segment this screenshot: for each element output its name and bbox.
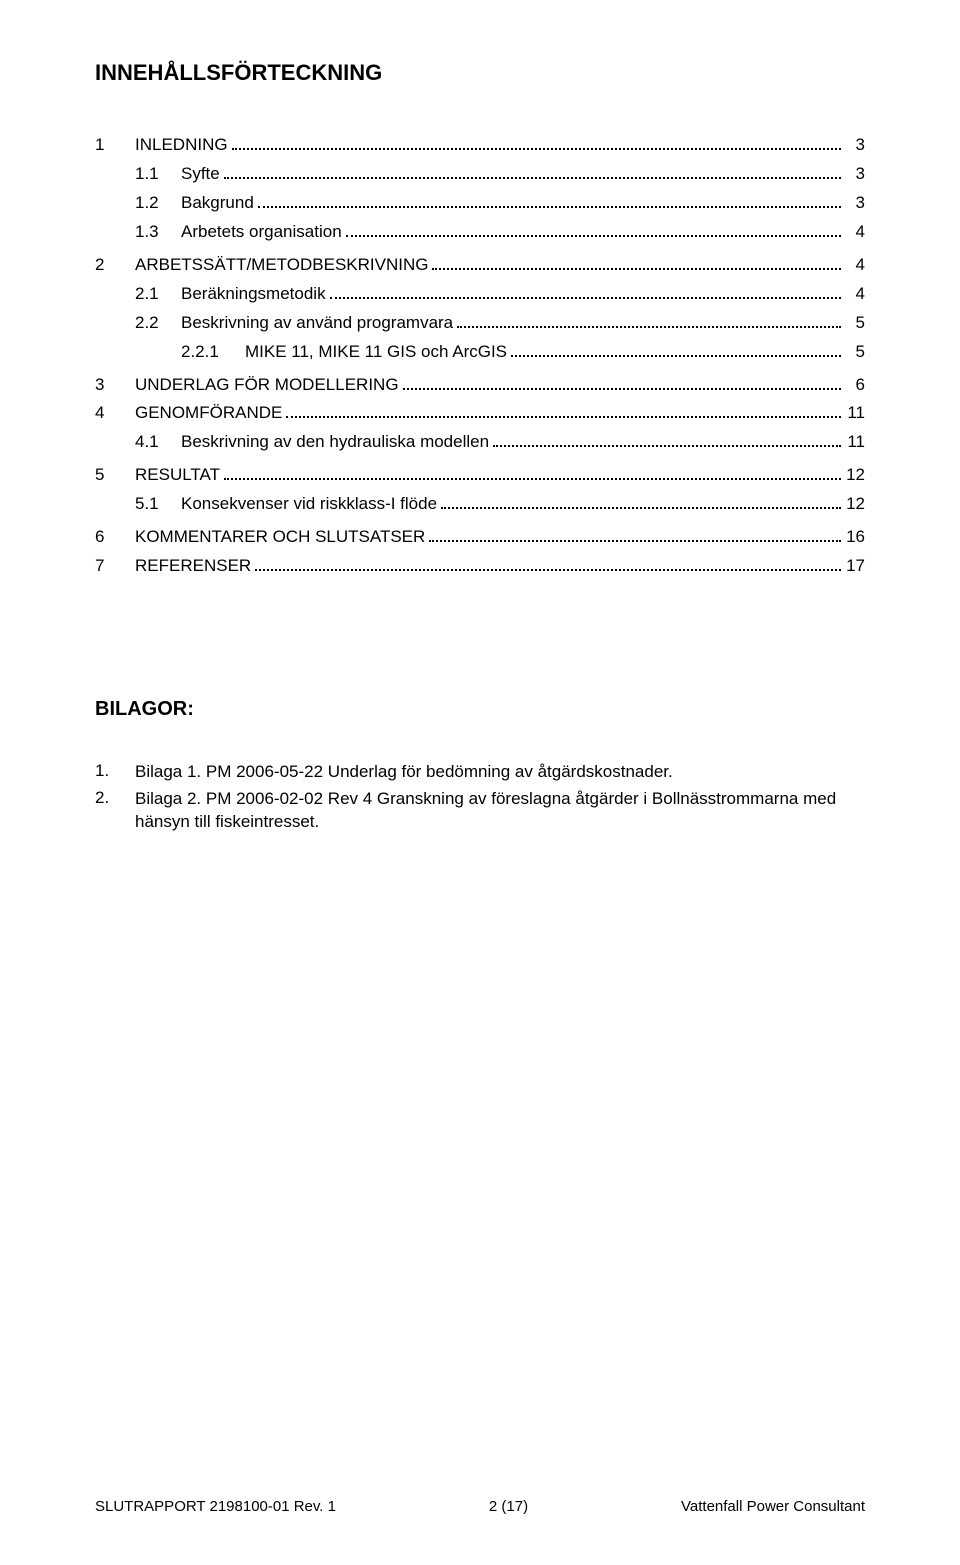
toc-leader: [286, 403, 841, 418]
appendix-text: Bilaga 2. PM 2006-02-02 Rev 4 Granskning…: [135, 788, 865, 834]
toc-leader: [232, 135, 841, 150]
appendix-number: 1.: [95, 761, 135, 784]
toc-row: 2ARBETSSÄTT/METODBESKRIVNING 4: [95, 254, 865, 277]
toc-number: 6: [95, 526, 135, 549]
toc-number: 2: [95, 254, 135, 277]
toc-page: 12: [845, 464, 865, 487]
toc-leader: [511, 341, 841, 356]
toc-label: REFERENSER: [135, 555, 251, 578]
toc-leader: [330, 283, 841, 298]
toc-leader: [346, 222, 841, 237]
document-page: INNEHÅLLSFÖRTECKNING 1INLEDNING31.1Syfte…: [0, 0, 960, 1565]
appendix-row: 2.Bilaga 2. PM 2006-02-02 Rev 4 Granskni…: [95, 788, 865, 834]
toc-leader: [441, 494, 841, 509]
footer-center: 2 (17): [489, 1498, 528, 1515]
toc-page: 11: [845, 431, 865, 454]
toc-leader: [224, 164, 841, 179]
toc-label: KOMMENTARER OCH SLUTSATSER: [135, 526, 425, 549]
footer-right: Vattenfall Power Consultant: [681, 1498, 865, 1515]
toc-page: 6: [845, 374, 865, 397]
toc-page: 17: [845, 555, 865, 578]
toc-page: 3: [845, 163, 865, 186]
toc-page: 4: [845, 221, 865, 244]
toc-number: 1.3: [95, 221, 181, 244]
toc-leader: [224, 465, 841, 480]
toc-label: Konsekvenser vid riskklass-I flöde: [181, 493, 437, 516]
toc-page: 11: [845, 402, 865, 425]
toc-row: 2.2.1MIKE 11, MIKE 11 GIS och ArcGIS 5: [95, 341, 865, 364]
toc-row: 4.1Beskrivning av den hydrauliska modell…: [95, 431, 865, 454]
toc-number: 3: [95, 374, 135, 397]
toc-label: ARBETSSÄTT/METODBESKRIVNING: [135, 254, 428, 277]
toc-label: Bakgrund: [181, 192, 254, 215]
toc-row: 5.1Konsekvenser vid riskklass-I flöde 12: [95, 493, 865, 516]
toc-row: 4GENOMFÖRANDE 11: [95, 402, 865, 425]
footer-left: SLUTRAPPORT 2198100-01 Rev. 1: [95, 1498, 336, 1515]
toc-leader: [493, 432, 841, 447]
toc-page: 16: [845, 526, 865, 549]
toc-page: 4: [845, 283, 865, 306]
toc-row: 5RESULTAT 12: [95, 464, 865, 487]
toc-number: 4.1: [95, 431, 181, 454]
toc-row: 3UNDERLAG FÖR MODELLERING 6: [95, 374, 865, 397]
appendix-list: 1.Bilaga 1. PM 2006-05-22 Underlag för b…: [95, 761, 865, 834]
toc-page: 3: [845, 192, 865, 215]
toc-leader: [457, 312, 841, 327]
toc-number: 5: [95, 464, 135, 487]
toc-row: 1.1Syfte 3: [95, 163, 865, 186]
toc-label: Beskrivning av den hydrauliska modellen: [181, 431, 489, 454]
toc-number: 2.2: [95, 312, 181, 335]
toc-row: 1INLEDNING 3: [95, 134, 865, 157]
appendix-heading: BILAGOR:: [95, 698, 865, 721]
toc-label: MIKE 11, MIKE 11 GIS och ArcGIS: [245, 341, 507, 364]
appendix-row: 1.Bilaga 1. PM 2006-05-22 Underlag för b…: [95, 761, 865, 784]
toc-label: RESULTAT: [135, 464, 220, 487]
toc-row: 1.2Bakgrund 3: [95, 192, 865, 215]
table-of-contents: 1INLEDNING 3 1.1Syfte 3 1.2Bakgrund 3 1.3Arbet…: [95, 134, 865, 578]
toc-row: 1.3Arbetets organisation 4: [95, 221, 865, 244]
toc-number: 1.2: [95, 192, 181, 215]
toc-number: 5.1: [95, 493, 181, 516]
toc-label: UNDERLAG FÖR MODELLERING: [135, 374, 399, 397]
toc-leader: [403, 374, 841, 389]
toc-number: 1.1: [95, 163, 181, 186]
toc-page: 5: [845, 312, 865, 335]
toc-number: 2.1: [95, 283, 181, 306]
toc-number: 4: [95, 402, 135, 425]
toc-page: 3: [845, 134, 865, 157]
toc-label: Beskrivning av använd programvara: [181, 312, 453, 335]
page-title: INNEHÅLLSFÖRTECKNING: [95, 60, 865, 86]
toc-page: 12: [845, 493, 865, 516]
appendix-text: Bilaga 1. PM 2006-05-22 Underlag för bed…: [135, 761, 865, 784]
toc-label: Syfte: [181, 163, 220, 186]
toc-leader: [429, 527, 841, 542]
toc-number: 7: [95, 555, 135, 578]
toc-page: 4: [845, 254, 865, 277]
toc-label: Beräkningsmetodik: [181, 283, 326, 306]
toc-label: Arbetets organisation: [181, 221, 342, 244]
toc-page: 5: [845, 341, 865, 364]
toc-number: 1: [95, 134, 135, 157]
toc-row: 2.1Beräkningsmetodik 4: [95, 283, 865, 306]
appendix-number: 2.: [95, 788, 135, 834]
toc-label: INLEDNING: [135, 134, 228, 157]
toc-row: 6KOMMENTARER OCH SLUTSATSER 16: [95, 526, 865, 549]
toc-number: 2.2.1: [95, 341, 245, 364]
toc-leader: [255, 556, 841, 571]
page-footer: SLUTRAPPORT 2198100-01 Rev. 1 2 (17) Vat…: [95, 1498, 865, 1515]
toc-leader: [258, 193, 841, 208]
toc-label: GENOMFÖRANDE: [135, 402, 282, 425]
toc-row: 7REFERENSER 17: [95, 555, 865, 578]
toc-leader: [432, 254, 841, 269]
toc-row: 2.2Beskrivning av använd programvara 5: [95, 312, 865, 335]
